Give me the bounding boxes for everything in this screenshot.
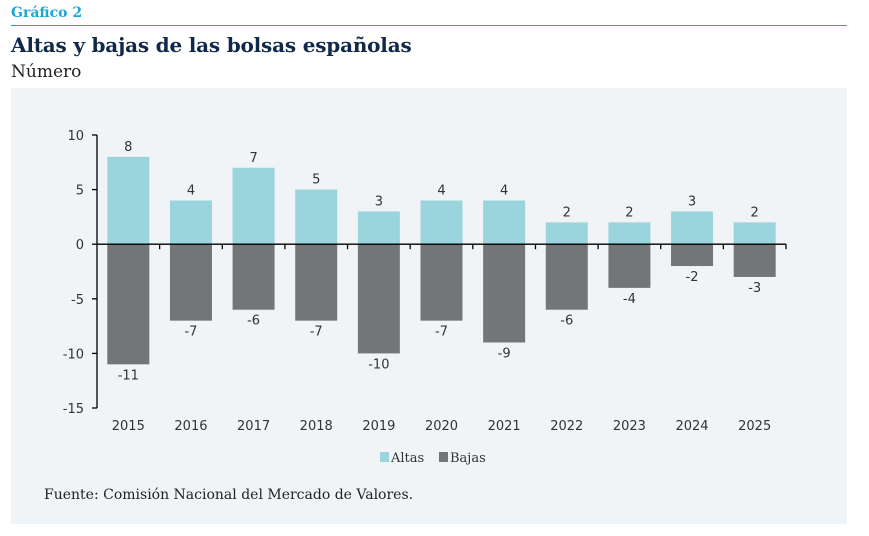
bar-bajas-2021 xyxy=(483,244,526,343)
bar-altas-2019 xyxy=(357,211,400,245)
bar-altas-2015 xyxy=(107,156,150,245)
data-label-altas-2017: 7 xyxy=(249,151,257,166)
bar-bajas-2018 xyxy=(295,244,338,321)
data-label-altas-2023: 2 xyxy=(625,205,633,220)
bar-bajas-2025 xyxy=(733,244,776,277)
figure-label: Gráfico 2 xyxy=(11,5,83,21)
bar-altas-2017 xyxy=(232,167,275,245)
chart-title: Altas y bajas de las bolsas españolas xyxy=(11,33,412,57)
legend-swatch-bajas xyxy=(439,452,448,462)
y-tick-label: -5 xyxy=(71,293,84,308)
x-tick-label: 2017 xyxy=(237,419,270,434)
data-label-bajas-2018: -7 xyxy=(310,325,323,340)
bar-altas-2020 xyxy=(420,200,463,245)
x-tick-label: 2016 xyxy=(174,419,207,434)
data-label-bajas-2016: -7 xyxy=(184,325,197,340)
data-label-bajas-2025: -3 xyxy=(748,281,761,296)
legend-label-altas: Altas xyxy=(390,451,424,466)
bar-altas-2022 xyxy=(545,222,588,245)
data-label-altas-2015: 8 xyxy=(124,140,132,155)
bar-bajas-2020 xyxy=(420,244,463,321)
legend-swatch-altas xyxy=(380,452,389,462)
x-tick-label: 2025 xyxy=(738,419,771,434)
data-label-bajas-2023: -4 xyxy=(623,292,636,307)
data-label-altas-2016: 4 xyxy=(187,184,195,199)
source-note: Fuente: Comisión Nacional del Mercado de… xyxy=(44,487,414,503)
x-tick-label: 2015 xyxy=(112,419,145,434)
bar-bajas-2017 xyxy=(232,244,275,310)
bar-altas-2023 xyxy=(608,222,651,245)
x-tick-label: 2022 xyxy=(550,419,583,434)
data-label-bajas-2020: -7 xyxy=(435,325,448,340)
data-label-altas-2021: 4 xyxy=(500,184,508,199)
data-label-altas-2024: 3 xyxy=(688,194,696,209)
x-tick-label: 2020 xyxy=(425,419,458,434)
data-label-altas-2019: 3 xyxy=(375,194,383,209)
data-label-bajas-2024: -2 xyxy=(686,270,699,285)
data-label-bajas-2021: -9 xyxy=(498,346,511,361)
x-tick-label: 2021 xyxy=(488,419,521,434)
y-tick-label: 10 xyxy=(67,129,84,144)
x-tick-label: 2023 xyxy=(613,419,646,434)
bar-altas-2021 xyxy=(483,200,526,245)
bar-altas-2024 xyxy=(671,211,714,245)
bar-bajas-2023 xyxy=(608,244,651,288)
chart-subtitle: Número xyxy=(11,62,82,82)
bar-bajas-2024 xyxy=(671,244,714,267)
bar-altas-2025 xyxy=(733,222,776,245)
header-rule xyxy=(11,25,847,26)
data-label-altas-2018: 5 xyxy=(312,173,320,188)
data-label-bajas-2022: -6 xyxy=(560,314,573,329)
data-label-bajas-2017: -6 xyxy=(247,314,260,329)
bar-bajas-2022 xyxy=(545,244,588,310)
bar-bajas-2016 xyxy=(169,244,212,321)
bar-altas-2018 xyxy=(295,189,338,245)
data-label-altas-2022: 2 xyxy=(563,205,571,220)
y-tick-label: -15 xyxy=(63,402,84,417)
data-label-bajas-2015: -11 xyxy=(118,368,139,383)
x-tick-label: 2018 xyxy=(300,419,333,434)
x-tick-label: 2019 xyxy=(362,419,395,434)
data-label-altas-2025: 2 xyxy=(751,205,759,220)
data-label-bajas-2019: -10 xyxy=(368,357,389,372)
data-label-altas-2020: 4 xyxy=(437,184,445,199)
y-tick-label: 5 xyxy=(76,184,84,199)
bar-bajas-2015 xyxy=(107,244,150,365)
x-tick-label: 2024 xyxy=(675,419,708,434)
legend-label-bajas: Bajas xyxy=(450,451,486,466)
y-tick-label: 0 xyxy=(76,238,84,253)
bar-altas-2016 xyxy=(169,200,212,245)
y-tick-label: -10 xyxy=(63,347,84,362)
bar-bajas-2019 xyxy=(357,244,400,354)
